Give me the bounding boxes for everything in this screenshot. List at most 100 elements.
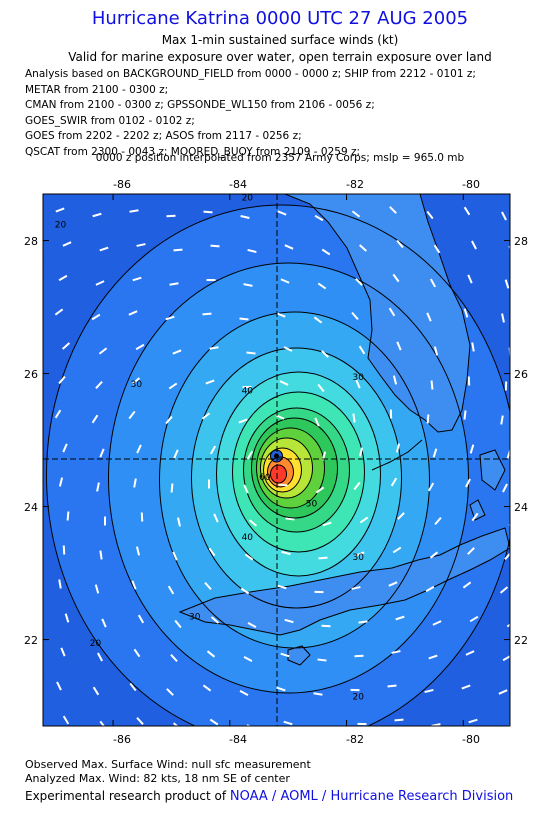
wind-arrow xyxy=(246,351,256,355)
wind-arrow xyxy=(168,382,178,390)
wind-arrow xyxy=(388,307,396,317)
wind-arrow xyxy=(502,483,508,493)
wind-arrow xyxy=(174,619,182,629)
wind-arrow xyxy=(426,210,434,220)
wind-arrow xyxy=(96,482,100,492)
y-tick-left: 26 xyxy=(24,368,38,381)
wind-arrow xyxy=(358,345,366,355)
wind-arrow xyxy=(277,210,287,216)
wind-arrow xyxy=(501,313,505,323)
wind-arrow xyxy=(128,410,136,420)
y-tick-right: 28 xyxy=(514,235,528,248)
wind-arrow xyxy=(471,512,479,522)
wind-contour xyxy=(216,371,381,577)
wind-arrow xyxy=(501,211,507,221)
wind-arrow xyxy=(206,650,216,658)
y-tick-right: 26 xyxy=(514,368,528,381)
wind-arrow xyxy=(58,579,62,589)
wind-arrow xyxy=(58,477,64,487)
wind-arrow xyxy=(358,244,368,252)
credit-organization[interactable]: NOAA / AOML / Hurricane Research Divisio… xyxy=(229,789,514,804)
wind-arrow xyxy=(55,207,65,213)
wind-arrow xyxy=(58,375,66,385)
wind-arrow xyxy=(506,623,510,628)
wind-arrow xyxy=(166,214,176,218)
wind-arrow xyxy=(313,692,323,696)
wind-arrow xyxy=(387,684,397,688)
wind-barbs xyxy=(54,206,510,726)
contour-label: 20 xyxy=(55,220,67,230)
wind-arrow xyxy=(137,614,145,624)
x-tick-top: -86 xyxy=(113,178,131,191)
analysis-line: METAR from 2100 - 0300 z; xyxy=(25,83,169,96)
wind-arrow xyxy=(240,587,250,595)
wind-arrow xyxy=(351,210,361,218)
wind-arrow xyxy=(428,654,438,660)
wind-arrow xyxy=(94,584,100,594)
exposure-note: Valid for marine exposure over water, op… xyxy=(68,50,492,64)
wind-arrow xyxy=(280,652,290,658)
wind-arrow xyxy=(165,415,173,425)
wind-arrow xyxy=(278,483,288,487)
observed-max-wind: Observed Max. Surface Wind: null sfc mea… xyxy=(25,758,311,771)
wind-arrow xyxy=(247,248,257,254)
wind-arrow xyxy=(424,688,434,694)
wind-arrow xyxy=(394,718,404,722)
wind-band xyxy=(270,465,287,483)
analysis-line: Analysis based on BACKGROUND_FIELD from … xyxy=(25,68,476,80)
wind-arrow xyxy=(132,276,142,282)
wind-arrow xyxy=(397,512,405,520)
wind-arrow xyxy=(60,647,66,657)
wind-arrow xyxy=(209,445,217,455)
analysis-sources: Analysis based on BACKGROUND_FIELD from … xyxy=(25,67,476,160)
wind-contour xyxy=(263,447,302,493)
wind-arrow xyxy=(318,556,328,560)
storm-center-crosshair xyxy=(43,194,510,726)
wind-arrow xyxy=(433,346,439,356)
wind-arrow xyxy=(99,720,105,726)
credit-prefix: Experimental research product of xyxy=(25,789,230,803)
wind-arrow xyxy=(209,346,219,350)
wind-arrow xyxy=(248,519,258,527)
wind-arrow xyxy=(62,715,70,725)
contour-label: 20 xyxy=(352,692,364,702)
wind-arrow xyxy=(172,349,182,355)
wind-arrow xyxy=(91,313,101,321)
plot-frame xyxy=(42,193,511,727)
florida-keys xyxy=(371,439,423,471)
wind-arrow xyxy=(133,648,141,658)
x-tick-bottom: -86 xyxy=(113,733,131,746)
wind-arrow xyxy=(351,586,361,590)
wind-arrow xyxy=(463,410,467,420)
y-tick-left: 22 xyxy=(24,634,38,647)
wind-arrow xyxy=(208,547,216,557)
wind-arrow xyxy=(392,546,402,554)
wind-arrow xyxy=(395,615,405,621)
y-tick-right: 22 xyxy=(514,634,528,647)
wind-contour xyxy=(251,417,338,519)
wind-arrow xyxy=(471,240,477,250)
wind-arrow xyxy=(61,342,71,350)
wind-arrow xyxy=(99,448,105,458)
wind-arrow xyxy=(56,681,62,691)
wind-arrow xyxy=(499,586,509,594)
wind-arrow xyxy=(62,443,68,453)
wind-arrow xyxy=(355,278,363,286)
wind-arrow xyxy=(99,550,103,560)
wind-arrow xyxy=(462,581,472,589)
wind-arrow xyxy=(317,282,327,290)
wind-arrow xyxy=(92,686,100,696)
wind-arrow xyxy=(355,379,361,389)
wind-contour xyxy=(46,204,510,726)
contour-labels: 20 20 20 20 30 30 30 30 40 40 50 60 xyxy=(55,194,364,702)
isla-juventud xyxy=(287,645,311,666)
wind-arrow xyxy=(136,243,146,247)
wind-contour xyxy=(256,427,325,509)
wind-arrow xyxy=(92,212,102,218)
wind-arrow xyxy=(426,312,432,322)
wind-arrow xyxy=(432,448,438,458)
wind-arrow xyxy=(276,686,286,692)
analysis-line: GOES_SWIR from 0102 - 0102 z; xyxy=(25,114,195,127)
wind-contour xyxy=(159,311,430,649)
wind-arrow xyxy=(96,652,104,662)
